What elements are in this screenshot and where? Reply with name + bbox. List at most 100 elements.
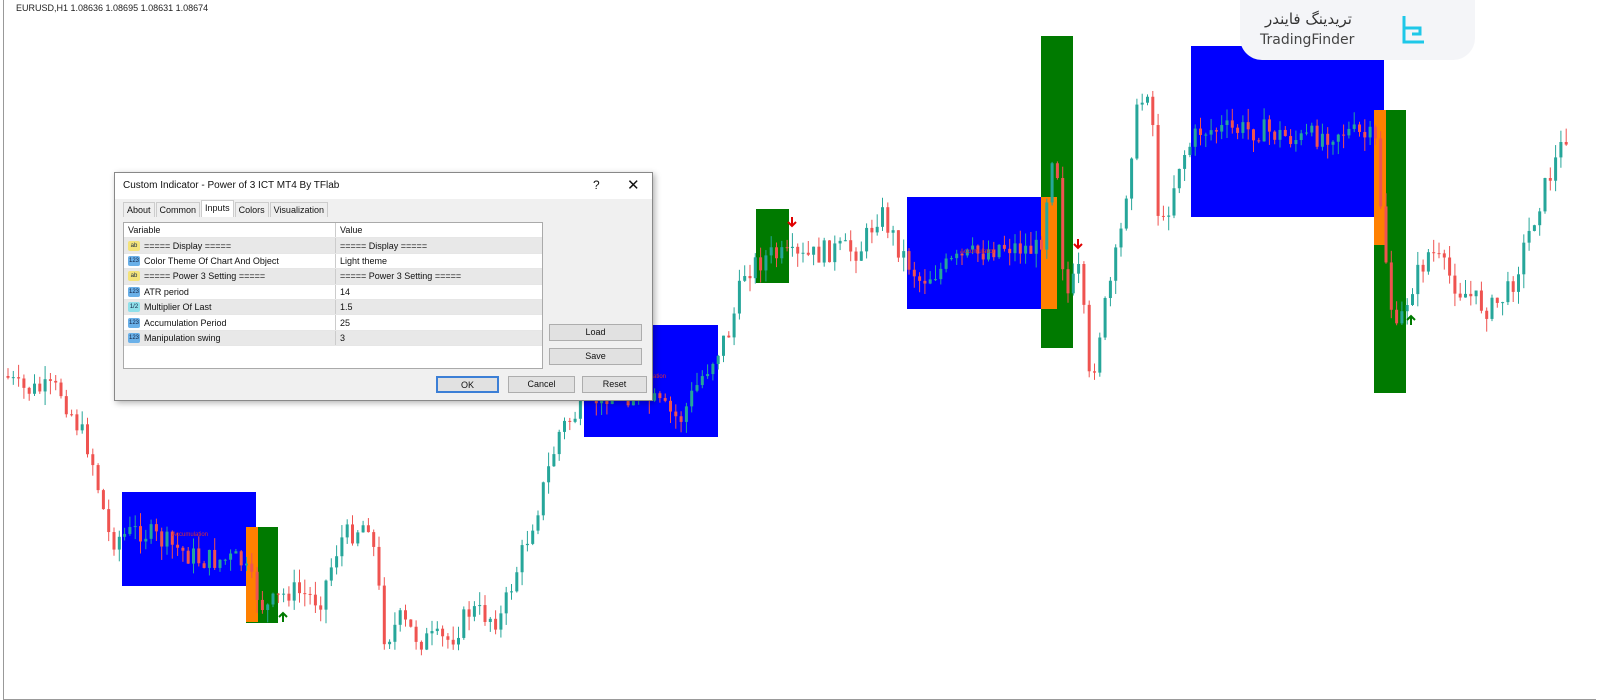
candle-body bbox=[1262, 119, 1266, 142]
value-cell[interactable]: ===== Power 3 Setting ===== bbox=[340, 271, 462, 282]
tab-visualization[interactable]: Visualization bbox=[269, 202, 328, 217]
type-n-icon: 123 bbox=[128, 332, 140, 343]
arrow-down-icon bbox=[1073, 239, 1083, 250]
candle-body bbox=[817, 246, 821, 263]
candle-body bbox=[430, 631, 434, 634]
candle-body bbox=[1554, 157, 1558, 181]
candle-body bbox=[1140, 102, 1144, 105]
tab-common[interactable]: Common bbox=[155, 202, 201, 217]
candle-body bbox=[1108, 280, 1112, 299]
value-cell[interactable]: 1.5 bbox=[340, 302, 353, 313]
candle-body bbox=[1172, 188, 1176, 216]
candle-body bbox=[117, 536, 121, 550]
table-row[interactable]: ab ===== Display ===== ===== Display ===== bbox=[124, 238, 542, 254]
candle-body bbox=[812, 246, 816, 255]
table-row[interactable]: 123 ATR period 14 bbox=[124, 284, 542, 300]
value-cell[interactable]: 14 bbox=[340, 286, 351, 297]
candle-body bbox=[1368, 126, 1372, 138]
candle-body bbox=[1464, 293, 1467, 298]
reset-button[interactable]: Reset bbox=[582, 376, 647, 393]
close-button[interactable]: ✕ bbox=[627, 177, 640, 194]
candle-body bbox=[101, 490, 105, 510]
table-row[interactable]: 123 Accumulation Period 25 bbox=[124, 315, 542, 331]
variable-cell: 123 Accumulation Period bbox=[124, 315, 336, 330]
candle-body bbox=[981, 253, 985, 260]
col-value: Value bbox=[340, 225, 363, 236]
candle-body bbox=[298, 582, 301, 594]
candle-body bbox=[1204, 134, 1208, 136]
candle-body bbox=[377, 546, 381, 586]
candle-body bbox=[1543, 178, 1547, 212]
candle-body bbox=[679, 416, 683, 422]
candle-body bbox=[563, 420, 566, 432]
candle-body bbox=[33, 383, 36, 394]
cancel-button[interactable]: Cancel bbox=[508, 376, 575, 393]
load-button[interactable]: Load bbox=[549, 324, 642, 341]
candle-body bbox=[1050, 163, 1054, 203]
dialog-tabs: About Common Inputs Colors Visualization bbox=[123, 200, 329, 219]
tab-about[interactable]: About bbox=[123, 202, 155, 217]
candle-body bbox=[372, 532, 376, 547]
table-row[interactable]: 123 Color Theme Of Chart And Object Light … bbox=[124, 253, 542, 270]
inputs-table: Variable Value ab ===== Display ===== ====… bbox=[123, 222, 543, 369]
candle-body bbox=[1511, 281, 1515, 292]
candle-body bbox=[1379, 138, 1383, 207]
variable-cell: 123 Manipulation swing bbox=[124, 330, 336, 346]
candle-body bbox=[393, 624, 397, 642]
candle-body bbox=[1363, 131, 1367, 138]
candle-body bbox=[287, 593, 291, 601]
candle-body bbox=[388, 641, 392, 645]
candle-body bbox=[822, 240, 826, 263]
logo-fa: تریدینگ فایندر bbox=[1265, 10, 1352, 28]
candle-body bbox=[181, 547, 185, 551]
candle-body bbox=[266, 604, 270, 611]
candle-body bbox=[1395, 309, 1399, 324]
candle-body bbox=[43, 379, 47, 392]
candle-body bbox=[1294, 140, 1298, 145]
candle-body bbox=[711, 363, 715, 375]
candle-body bbox=[1495, 297, 1499, 303]
candle-body bbox=[865, 227, 869, 252]
value-cell[interactable]: 25 bbox=[340, 317, 351, 328]
candle-body bbox=[451, 639, 455, 645]
variable-name: Accumulation Period bbox=[144, 317, 227, 328]
candle-body bbox=[547, 466, 551, 483]
candle-body bbox=[1066, 269, 1070, 294]
candle-body bbox=[536, 515, 540, 531]
candle-body bbox=[790, 246, 794, 249]
tab-colors[interactable]: Colors bbox=[234, 202, 269, 217]
candle-body bbox=[748, 276, 752, 279]
candle-body bbox=[213, 549, 217, 568]
candle-body bbox=[483, 605, 487, 622]
table-row[interactable]: 123 Manipulation swing 3 bbox=[124, 330, 542, 347]
help-button[interactable]: ? bbox=[593, 178, 600, 192]
save-button[interactable]: Save bbox=[549, 348, 642, 365]
candle-body bbox=[192, 548, 195, 564]
dialog-titlebar[interactable]: Custom Indicator - Power of 3 ICT MT4 By… bbox=[115, 173, 652, 199]
candle-body bbox=[1034, 239, 1038, 254]
candle-body bbox=[234, 551, 238, 554]
logo-mark-icon bbox=[1402, 16, 1424, 44]
candle-body bbox=[1411, 294, 1414, 306]
table-row[interactable]: ab ===== Power 3 Setting ===== ===== Power… bbox=[124, 269, 542, 285]
candle-body bbox=[775, 247, 778, 259]
value-cell[interactable]: Light theme bbox=[340, 255, 388, 266]
candle-body bbox=[1389, 262, 1393, 310]
candle-body bbox=[1352, 124, 1356, 129]
ok-button[interactable]: OK bbox=[436, 376, 499, 393]
value-cell[interactable]: 3 bbox=[340, 332, 346, 343]
candle-body bbox=[1161, 215, 1165, 217]
variable-cell: 123 ATR period bbox=[124, 284, 336, 299]
candle-body bbox=[1485, 310, 1489, 319]
candle-body bbox=[1267, 119, 1271, 132]
candle-body bbox=[366, 525, 370, 533]
tab-inputs[interactable]: Inputs bbox=[201, 200, 234, 217]
candle-body bbox=[907, 251, 911, 270]
candle-body bbox=[1193, 128, 1197, 147]
candle-body bbox=[722, 335, 725, 356]
value-cell[interactable]: ===== Display ===== bbox=[340, 240, 428, 251]
variable-cell: 123 Color Theme Of Chart And Object bbox=[124, 253, 336, 269]
table-row[interactable]: 1/2 Multiplier Of Last 1.5 bbox=[124, 299, 542, 316]
candle-body bbox=[944, 258, 948, 269]
